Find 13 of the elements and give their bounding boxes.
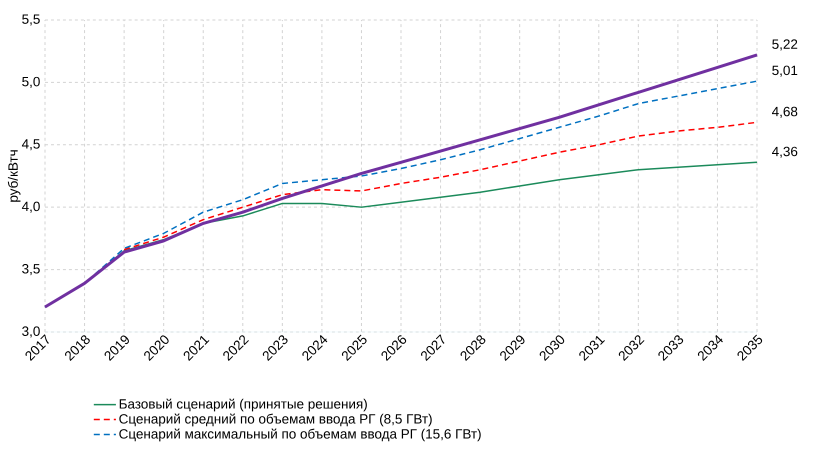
y-axis-title: руб/кВтч [8,150,20,202]
annotation: 5,01 [772,66,798,77]
legend-label: Сценарий максимальный по объемам ввода РГ (15,6 ГВт) [119,428,481,442]
annotation: 5,22 [772,39,798,50]
y-tick-label: 4,0 [22,202,40,213]
y-tick-label: 5,0 [22,76,40,88]
legend-label: Базовый сценарий (принятые решения) [120,398,367,412]
y-tick-label: 4,5 [22,139,40,150]
y-tick-label: 5,5 [22,14,40,26]
annotation: 4,68 [772,106,798,118]
annotation: 4,36 [772,146,798,158]
legend-label: Сценарий средний по объемам ввода РГ (8,5 ГВт) [119,414,432,426]
y-tick-label: 3,5 [22,264,40,276]
